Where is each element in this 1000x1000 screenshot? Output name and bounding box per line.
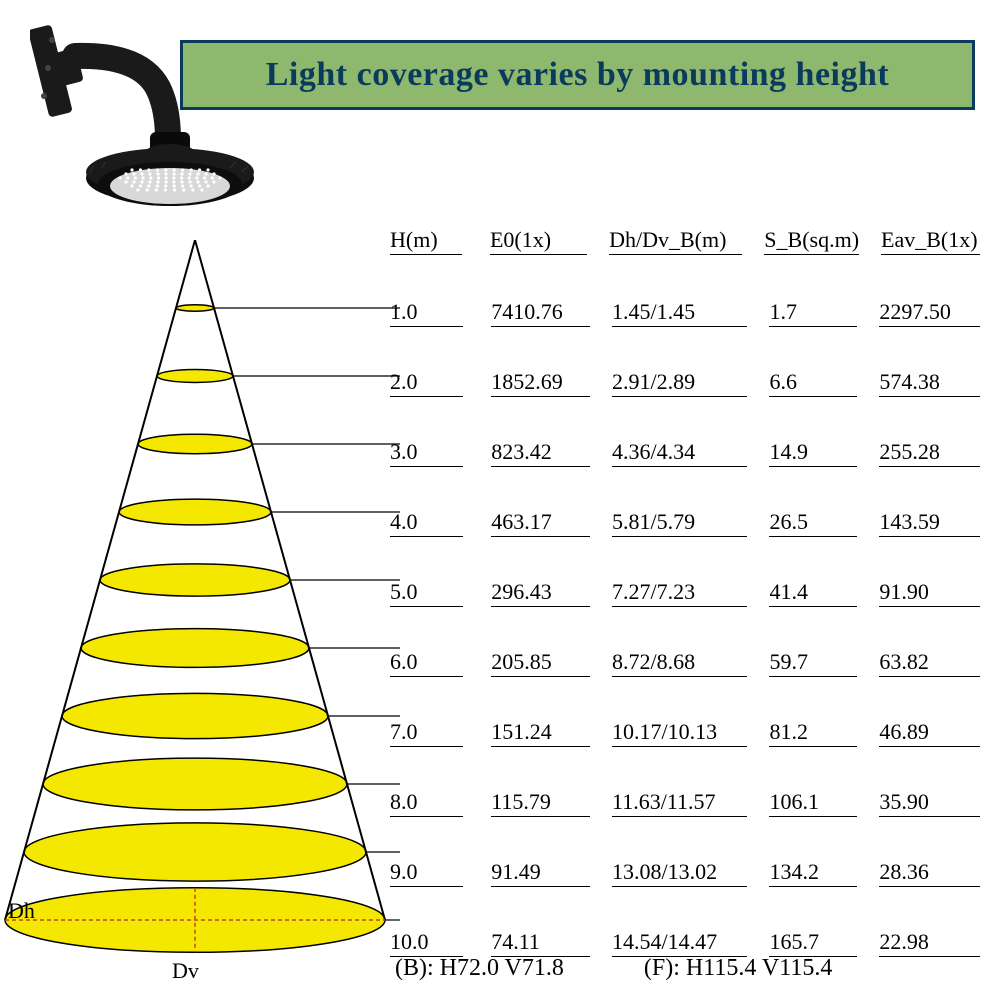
table-row: 4.0 463.17 5.81/5.79 26.5 143.59 [390, 497, 980, 537]
table-row: 5.0 296.43 7.27/7.23 41.4 91.90 [390, 567, 980, 607]
cell-h: 7.0 [390, 719, 463, 747]
cell-h: 6.0 [390, 649, 463, 677]
cell-d: 14.54/14.47 [612, 929, 747, 957]
cell-s: 59.7 [769, 649, 857, 677]
cell-s: 1.7 [769, 299, 857, 327]
cell-h: 4.0 [390, 509, 463, 537]
cell-d: 11.63/11.57 [612, 789, 747, 817]
cell-d: 8.72/8.68 [612, 649, 747, 677]
cell-e0: 205.85 [491, 649, 590, 677]
cell-d: 2.91/2.89 [612, 369, 747, 397]
cell-s: 165.7 [769, 929, 857, 957]
cell-ev: 91.90 [879, 579, 980, 607]
table-row: 10.0 74.11 14.54/14.47 165.7 22.98 [390, 917, 980, 957]
col-header-h: H(m) [390, 227, 462, 255]
cell-ev: 255.28 [879, 439, 980, 467]
cell-d: 1.45/1.45 [612, 299, 747, 327]
cell-ev: 2297.50 [879, 299, 980, 327]
cell-ev: 46.89 [879, 719, 980, 747]
cell-ev: 574.38 [879, 369, 980, 397]
cell-e0: 91.49 [491, 859, 590, 887]
light-cone-diagram [0, 240, 400, 960]
table-row: 9.0 91.49 13.08/13.02 134.2 28.36 [390, 847, 980, 887]
col-header-d: Dh/Dv_B(m) [609, 227, 742, 255]
cell-ev: 143.59 [879, 509, 980, 537]
cell-e0: 463.17 [491, 509, 590, 537]
cell-s: 6.6 [769, 369, 857, 397]
data-table: H(m) E0(1x) Dh/Dv_B(m) S_B(sq.m) Eav_B(1… [390, 215, 980, 987]
footer-b: (B): H72.0 V71.8 [395, 955, 564, 982]
footer-f: (F): H115.4 V115.4 [644, 955, 832, 982]
cell-e0: 151.24 [491, 719, 590, 747]
cell-d: 4.36/4.34 [612, 439, 747, 467]
cell-e0: 115.79 [491, 789, 590, 817]
cell-e0: 823.42 [491, 439, 590, 467]
cell-ev: 35.90 [879, 789, 980, 817]
cell-s: 134.2 [769, 859, 857, 887]
table-row: 7.0 151.24 10.17/10.13 81.2 46.89 [390, 707, 980, 747]
cell-s: 81.2 [769, 719, 857, 747]
lamp-illustration [30, 20, 260, 240]
footer-notes: (B): H72.0 V71.8 (F): H115.4 V115.4 [395, 955, 832, 982]
cell-e0: 296.43 [491, 579, 590, 607]
col-header-e0: E0(1x) [490, 227, 587, 255]
cell-h: 10.0 [390, 929, 463, 957]
cell-e0: 7410.76 [491, 299, 590, 327]
cell-h: 5.0 [390, 579, 463, 607]
col-header-s: S_B(sq.m) [764, 227, 859, 255]
cell-d: 10.17/10.13 [612, 719, 747, 747]
table-row: 3.0 823.42 4.36/4.34 14.9 255.28 [390, 427, 980, 467]
cell-h: 1.0 [390, 299, 463, 327]
cell-d: 5.81/5.79 [612, 509, 747, 537]
cell-d: 7.27/7.23 [612, 579, 747, 607]
cell-s: 41.4 [769, 579, 857, 607]
cell-ev: 22.98 [879, 929, 980, 957]
axis-dh-label: Dh [8, 898, 35, 924]
cell-s: 14.9 [769, 439, 857, 467]
cell-h: 3.0 [390, 439, 463, 467]
title-banner: Light coverage varies by mounting height [180, 40, 975, 110]
cell-ev: 63.82 [879, 649, 980, 677]
cell-h: 9.0 [390, 859, 463, 887]
cell-h: 8.0 [390, 789, 463, 817]
cell-e0: 74.11 [491, 929, 590, 957]
cell-s: 106.1 [769, 789, 857, 817]
table-row: 6.0 205.85 8.72/8.68 59.7 63.82 [390, 637, 980, 677]
cell-ev: 28.36 [879, 859, 980, 887]
col-header-ev: Eav_B(1x) [881, 227, 980, 255]
cell-s: 26.5 [769, 509, 857, 537]
title-text: Light coverage varies by mounting height [266, 56, 889, 94]
table-row: 8.0 115.79 11.63/11.57 106.1 35.90 [390, 777, 980, 817]
table-row: 2.0 1852.69 2.91/2.89 6.6 574.38 [390, 357, 980, 397]
table-header-row: H(m) E0(1x) Dh/Dv_B(m) S_B(sq.m) Eav_B(1… [390, 215, 980, 255]
axis-dv-label: Dv [172, 958, 199, 984]
table-row: 1.0 7410.76 1.45/1.45 1.7 2297.50 [390, 287, 980, 327]
cell-e0: 1852.69 [491, 369, 590, 397]
cell-h: 2.0 [390, 369, 463, 397]
cell-d: 13.08/13.02 [612, 859, 747, 887]
